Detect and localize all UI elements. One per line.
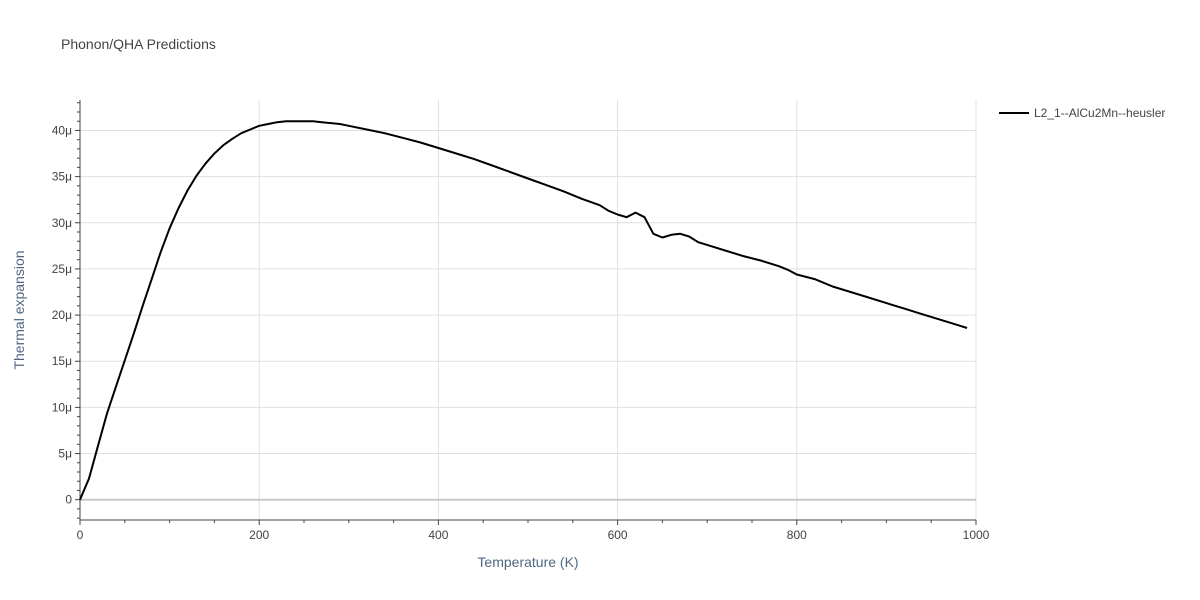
- y-tick-label: 0: [65, 493, 72, 507]
- series-layer: [79, 120, 968, 501]
- x-tick-label: 0: [77, 528, 84, 542]
- x-tick-label: 600: [608, 528, 628, 542]
- legend[interactable]: L2_1--AlCu2Mn--heusler: [999, 106, 1165, 120]
- legend-swatch: [999, 112, 1029, 114]
- tick-labels: 0 200 400 600 800 1000 0 5μ 10μ 15μ 20μ 25μ 30μ 35μ 40…: [52, 123, 990, 542]
- grid-lines: [80, 100, 977, 520]
- x-tick-label: 1000: [963, 528, 990, 542]
- x-tick-label: 800: [787, 528, 807, 542]
- chart-title: Phonon/QHA Predictions: [61, 36, 216, 52]
- y-axis-title: Thermal expansion: [11, 250, 27, 370]
- y-tick-label: 40μ: [52, 123, 72, 137]
- y-tick-label: 30μ: [52, 216, 72, 230]
- y-tick-label: 10μ: [52, 400, 72, 414]
- y-tick-label: 25μ: [52, 262, 72, 276]
- series-line: [79, 120, 968, 501]
- legend-label: L2_1--AlCu2Mn--heusler: [1034, 106, 1166, 120]
- x-tick-label: 200: [249, 528, 269, 542]
- axes: [75, 100, 977, 525]
- x-axis-title: Temperature (K): [477, 554, 579, 570]
- y-tick-label: 5μ: [58, 447, 72, 461]
- x-tick-label: 400: [428, 528, 448, 542]
- y-tick-label: 35μ: [52, 170, 72, 184]
- y-tick-label: 20μ: [52, 308, 72, 322]
- y-tick-label: 15μ: [52, 354, 72, 368]
